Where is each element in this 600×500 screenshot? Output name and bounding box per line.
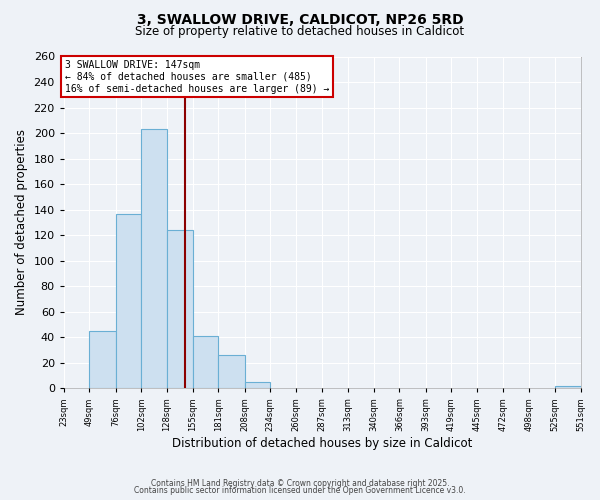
Text: Size of property relative to detached houses in Caldicot: Size of property relative to detached ho…	[136, 25, 464, 38]
X-axis label: Distribution of detached houses by size in Caldicot: Distribution of detached houses by size …	[172, 437, 472, 450]
Bar	[245, 382, 271, 388]
Text: Contains HM Land Registry data © Crown copyright and database right 2025.: Contains HM Land Registry data © Crown c…	[151, 478, 449, 488]
Bar	[193, 336, 218, 388]
Bar	[89, 331, 116, 388]
Text: 3 SWALLOW DRIVE: 147sqm
← 84% of detached houses are smaller (485)
16% of semi-d: 3 SWALLOW DRIVE: 147sqm ← 84% of detache…	[65, 60, 329, 94]
Bar	[218, 355, 245, 388]
Bar	[141, 130, 167, 388]
Bar	[167, 230, 193, 388]
Text: 3, SWALLOW DRIVE, CALDICOT, NP26 5RD: 3, SWALLOW DRIVE, CALDICOT, NP26 5RD	[137, 12, 463, 26]
Bar	[555, 386, 581, 388]
Text: Contains public sector information licensed under the Open Government Licence v3: Contains public sector information licen…	[134, 486, 466, 495]
Bar	[116, 214, 141, 388]
Y-axis label: Number of detached properties: Number of detached properties	[15, 130, 28, 316]
